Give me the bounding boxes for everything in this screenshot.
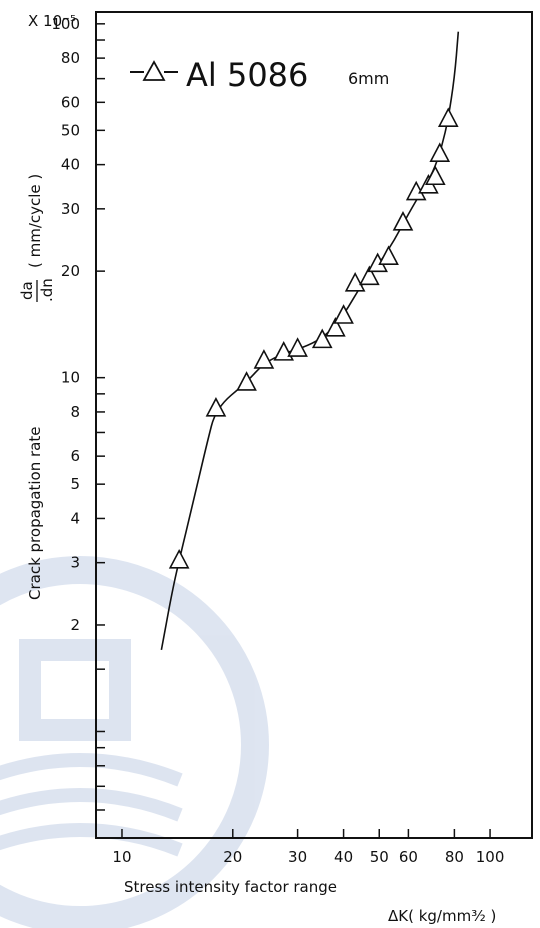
data-point-triangle (333, 304, 354, 324)
y-tick-label: 40 (61, 156, 80, 174)
y-tick-label: 20 (61, 262, 80, 280)
y-tick-label: 50 (61, 121, 80, 139)
x-tick-label: 40 (334, 848, 353, 866)
y-tick-label: 2 (70, 616, 80, 634)
data-point-triangle (392, 211, 414, 231)
y-tick-label: 4 (70, 509, 80, 527)
y-axis-label: Crack propagation rate da .dn ( mm/cycle… (18, 174, 56, 600)
data-points (168, 107, 459, 569)
legend-triangle-marker (142, 60, 166, 81)
data-point-triangle (437, 107, 459, 127)
y-multiplier-label: X 10⁻⁵ (28, 12, 76, 30)
university-seal-watermark (0, 556, 269, 928)
y-tick-label: 5 (70, 475, 80, 493)
x-tick-label: 60 (399, 848, 418, 866)
y-axis-title: Crack propagation rate (26, 427, 44, 600)
y-tick-label: 100 (51, 15, 80, 33)
y-axis-fraction-numerator: da (18, 281, 36, 300)
y-tick-label: 3 (70, 554, 80, 572)
data-point-triangle (424, 165, 446, 186)
y-tick-label: 8 (70, 403, 80, 421)
x-tick-label: 50 (370, 848, 389, 866)
data-point-triangle (168, 548, 190, 569)
y-tick-label: 60 (61, 93, 80, 111)
legend: Al 5086 6mm (130, 56, 389, 94)
plot-frame (95, 11, 533, 839)
data-point-triangle (378, 245, 399, 265)
data-point-triangle (253, 349, 275, 369)
y-tick-label: 80 (61, 49, 80, 67)
data-point-triangle (359, 265, 380, 286)
x-tick-label: 100 (476, 848, 505, 866)
y-tick-label: 6 (70, 447, 80, 465)
y-axis-ticks: 2 3 4 5 6 8 10 20 30 40 50 60 80 100 (51, 15, 105, 811)
y-axis-unit: ( mm/cycle ) (26, 174, 44, 268)
x-tick-label: 30 (288, 848, 307, 866)
y-tick-label: 10 (61, 369, 80, 387)
data-point-triangle (325, 316, 346, 337)
x-axis-title: Stress intensity factor range (124, 878, 337, 896)
data-point-triangle (236, 371, 257, 391)
y-axis-fraction-denominator: .dn (38, 278, 56, 302)
y-tick-label: 30 (61, 200, 80, 218)
x-tick-label: 80 (445, 848, 464, 866)
data-point-triangle (311, 328, 333, 349)
data-point-triangle (344, 271, 366, 292)
legend-sublabel: 6mm (348, 69, 389, 88)
legend-label: Al 5086 (186, 56, 308, 94)
x-tick-label: 10 (112, 848, 131, 866)
data-point-triangle (287, 337, 308, 357)
x-tick-label: 20 (223, 848, 242, 866)
x-axis-ticks: 10 20 30 40 50 60 80 100 (112, 829, 504, 866)
x-axis-unit: ΔK( kg/mm³⁄₂ ) (388, 907, 496, 925)
fit-curve (160, 31, 460, 651)
data-point-triangle (429, 142, 451, 162)
data-point-triangle (205, 396, 227, 417)
